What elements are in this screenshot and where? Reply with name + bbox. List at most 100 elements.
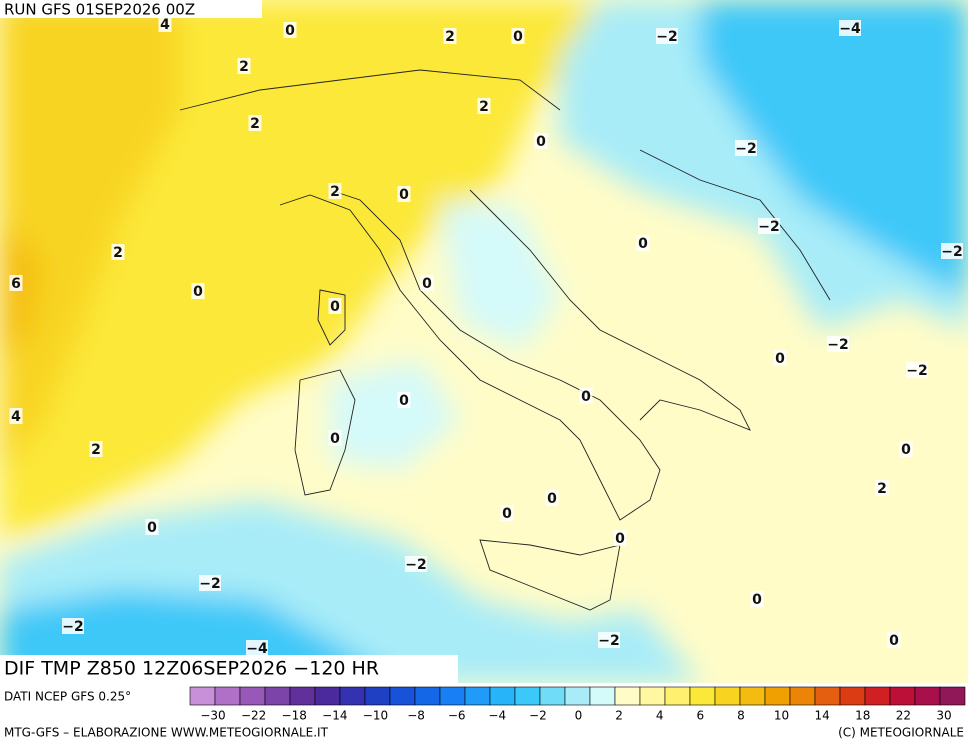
colorbar-swatch [214, 686, 241, 706]
footer-right: (C) METEOGIORNALE [838, 726, 964, 740]
colorbar-label: 6 [697, 709, 705, 723]
label-bg [328, 298, 342, 314]
contour-label: 0 [615, 531, 625, 547]
colorbar-swatch [339, 686, 366, 706]
label-bg [875, 480, 889, 496]
colorbar-label: 0 [575, 709, 583, 723]
colorbar-swatch [314, 686, 341, 706]
colorbar-swatch [939, 686, 966, 706]
contour-label: −2 [758, 219, 779, 235]
colorbar-swatch [764, 686, 791, 706]
colorbar-label: 4 [656, 709, 664, 723]
contour-label: 2 [113, 245, 123, 261]
label-bg [511, 28, 525, 44]
contour-label: −2 [906, 363, 927, 379]
contour-label: 0 [399, 187, 409, 203]
label-bg [420, 275, 434, 291]
colorbar-swatch [514, 686, 541, 706]
colorbar-label: 22 [896, 709, 911, 723]
contour-label: 0 [399, 393, 409, 409]
contour-label: 2 [239, 59, 249, 75]
contour-label: 2 [330, 184, 340, 200]
colorbar-swatch [414, 686, 441, 706]
label-bg [246, 640, 268, 656]
footer-left: MTG-GFS – ELABORAZIONE WWW.METEOGIORNALE… [4, 726, 329, 740]
label-bg [899, 441, 913, 457]
label-bg [397, 186, 411, 202]
label-bg [839, 20, 861, 36]
contour-label: 2 [91, 442, 101, 458]
contour-label: −4 [839, 21, 861, 37]
contour-label: 6 [11, 276, 21, 292]
label-bg [237, 58, 251, 74]
label-bg [199, 575, 221, 591]
colorbar-swatch [289, 686, 316, 706]
label-bg [405, 556, 427, 572]
colorbar-swatch [389, 686, 416, 706]
label-bg [477, 98, 491, 114]
contour-label: 2 [445, 29, 455, 45]
contour-label: −2 [941, 244, 962, 260]
label-bg [89, 441, 103, 457]
label-bg [111, 244, 125, 260]
contour-label: −2 [199, 576, 220, 592]
contour-label: 4 [160, 17, 170, 33]
colorbar-swatch [589, 686, 616, 706]
colorbar-label: 14 [815, 709, 830, 723]
colorbar-swatch [239, 686, 266, 706]
label-bg [827, 336, 849, 352]
colorbar-swatch [464, 686, 491, 706]
colorbar-label: −4 [488, 709, 506, 723]
contour-label: 0 [638, 236, 648, 252]
label-bg [750, 591, 764, 607]
label-bg [158, 16, 172, 32]
colorbar-swatch [639, 686, 666, 706]
label-bg [636, 235, 650, 251]
label-bg [9, 275, 23, 291]
label-bg [328, 430, 342, 446]
label-bg [328, 183, 342, 199]
colorbar-swatch [489, 686, 516, 706]
label-bg [9, 408, 23, 424]
header-box [0, 0, 262, 18]
colorbar-label: 18 [855, 709, 870, 723]
colorbar-swatch [839, 686, 866, 706]
contour-label: 0 [147, 520, 157, 536]
colorbar-swatch [739, 686, 766, 706]
colorbar-swatch [889, 686, 916, 706]
colorbar-label: −30 [200, 709, 225, 723]
colorbar-swatch [564, 686, 591, 706]
label-bg [62, 618, 84, 634]
colorbar-swatch [814, 686, 841, 706]
contour-label: −2 [62, 619, 83, 635]
contour-label: 2 [250, 116, 260, 132]
contour-label: −2 [656, 29, 677, 45]
label-bg [613, 530, 627, 546]
contour-label: −2 [405, 557, 426, 573]
colorbar-swatch [864, 686, 891, 706]
label-bg [500, 505, 514, 521]
title-box [0, 655, 458, 683]
colorbar-label: 2 [615, 709, 623, 723]
label-bg [545, 490, 559, 506]
colorbar-swatch [189, 686, 216, 706]
label-bg [443, 28, 457, 44]
contour-label: −4 [246, 641, 268, 657]
colorbar-label: −2 [529, 709, 547, 723]
contour-label: −2 [598, 633, 619, 649]
contour-label: 0 [581, 389, 591, 405]
contour-label: 0 [901, 442, 911, 458]
contour-label: 0 [422, 276, 432, 292]
colorbar-swatch [914, 686, 941, 706]
colorbar-label: 30 [936, 709, 951, 723]
label-bg [758, 218, 780, 234]
colorbar-label: 8 [737, 709, 745, 723]
label-bg [191, 283, 205, 299]
label-bg [283, 22, 297, 38]
colorbar-swatch [789, 686, 816, 706]
label-bg [145, 519, 159, 535]
colorbar-label: −22 [241, 709, 266, 723]
colorbar-label: −6 [448, 709, 466, 723]
contour-label: 2 [479, 99, 489, 115]
